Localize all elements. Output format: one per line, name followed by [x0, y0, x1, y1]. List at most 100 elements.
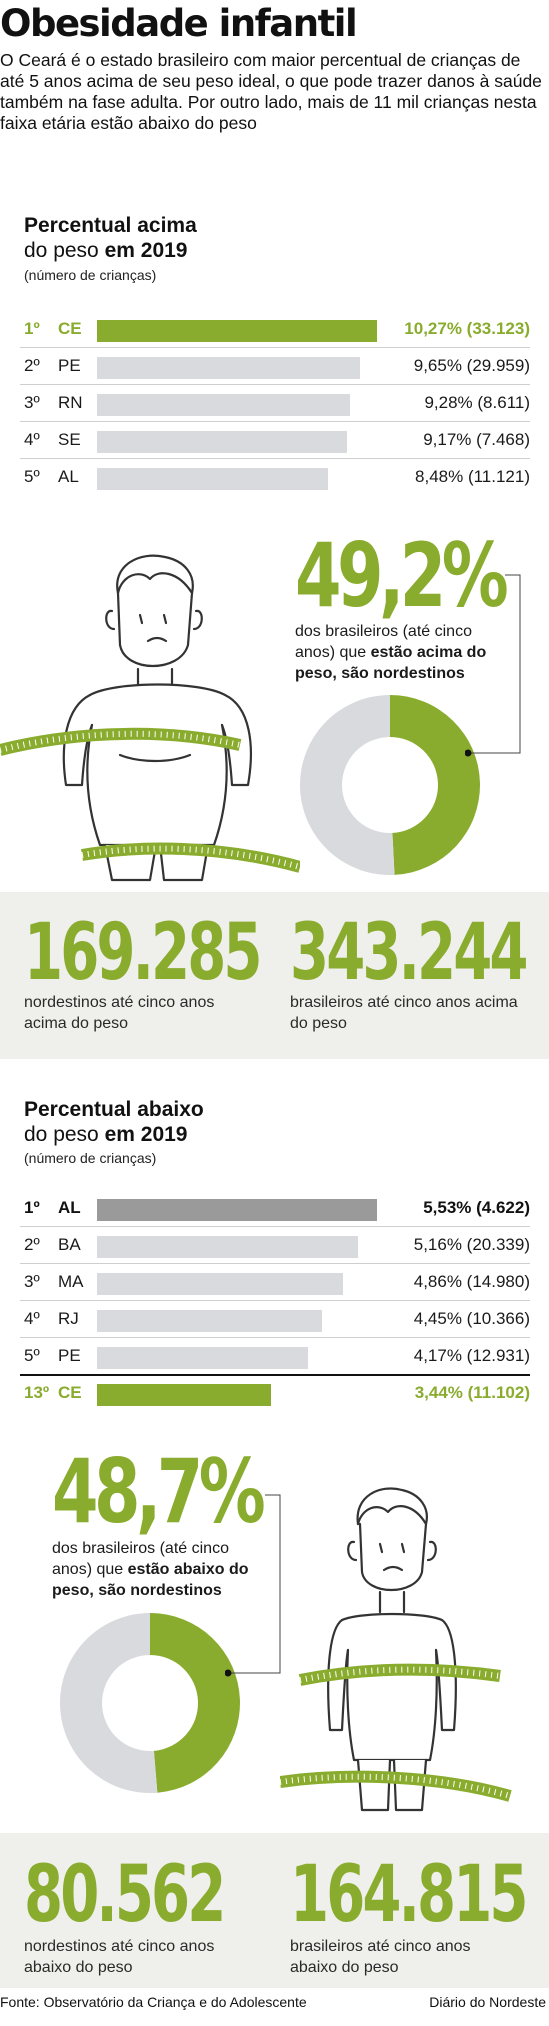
ranking-row: 1º AL 5,53% (4.622): [20, 1190, 530, 1226]
intro-text: O Ceará é o estado brasileiro com maior …: [0, 50, 542, 133]
state-label: BA: [58, 1235, 81, 1254]
row-separator: [20, 1374, 530, 1376]
ranking-row: 5º AL 8,48% (11.121): [20, 459, 530, 495]
state-label: PE: [58, 1346, 81, 1365]
rank-label: 5º: [24, 1346, 40, 1365]
below-percentage-description: dos brasileiros (até cinco anos) que est…: [52, 1538, 272, 1601]
value-label: 10,27% (33.123): [404, 319, 530, 338]
row-separator: [20, 458, 530, 459]
state-label: PE: [58, 356, 81, 375]
above-desc-plain: dos brasileiros (até cinco anos) que: [295, 623, 472, 661]
value-label: 9,17% (7.468): [423, 430, 530, 449]
bar: [97, 1199, 377, 1221]
value-label: 5,53% (4.622): [423, 1198, 530, 1217]
above-percentage-description: dos brasileiros (até cinco anos) que est…: [295, 621, 510, 684]
rank-label: 2º: [24, 1235, 40, 1254]
above-section-subtitle: (número de crianças): [24, 267, 157, 283]
row-separator: [20, 384, 530, 385]
bar: [97, 1347, 309, 1369]
underweight-boy-illustration: [280, 1487, 512, 1812]
ranking-row: 13º CE 3,44% (11.102): [20, 1375, 530, 1411]
donut-segment-other: [299, 695, 395, 875]
rank-label: 1º: [24, 1198, 40, 1217]
publisher-credit: Diário do Nordeste: [429, 1994, 546, 2010]
value-label: 4,45% (10.366): [413, 1309, 530, 1328]
above-donut-leader-line: [465, 574, 521, 757]
below-stats-panel: [0, 1833, 549, 1988]
value-label: 4,17% (12.931): [413, 1346, 530, 1365]
bar: [97, 431, 347, 453]
bar: [97, 1310, 323, 1332]
below-section-title: Percentual abaixo do peso em 2019: [24, 1097, 204, 1147]
ranking-row: 3º MA 4,86% (14.980): [20, 1264, 530, 1300]
state-label: RN: [58, 393, 83, 412]
below-donut-leader-line: [225, 1494, 281, 1677]
state-label: AL: [58, 1198, 81, 1217]
bar: [97, 468, 329, 490]
row-separator: [20, 421, 530, 422]
above-stats-panel: [0, 892, 549, 1059]
below-big-percentage: 48,7%: [52, 1440, 266, 1543]
page-title: Obesidade infantil: [0, 2, 358, 45]
bar: [97, 394, 350, 416]
state-label: RJ: [58, 1309, 79, 1328]
row-separator: [20, 1337, 530, 1338]
ranking-row: 1º CE 10,27% (33.123): [20, 311, 530, 347]
row-separator: [20, 347, 530, 348]
rank-label: 5º: [24, 467, 40, 486]
bar: [97, 1384, 272, 1406]
bar: [97, 357, 361, 379]
ranking-row: 5º PE 4,17% (12.931): [20, 1338, 530, 1374]
above-desc-bold: estão acima do peso, são nordestinos: [295, 644, 487, 682]
rank-label: 2º: [24, 356, 40, 375]
value-label: 9,28% (8.611): [424, 393, 530, 412]
value-label: 8,48% (11.121): [415, 467, 530, 486]
donut-segment-other: [60, 1613, 158, 1793]
state-label: CE: [58, 1383, 82, 1402]
rank-label: 1º: [24, 319, 40, 338]
above-section-title: Percentual acima do peso em 2019: [24, 213, 197, 263]
below-northeast-count: 80.562: [24, 1850, 226, 1940]
ranking-row: 2º PE 9,65% (29.959): [20, 348, 530, 384]
value-label: 9,65% (29.959): [413, 356, 530, 375]
row-separator: [20, 1300, 530, 1301]
state-label: SE: [58, 430, 81, 449]
bar: [97, 1273, 344, 1295]
below-desc-plain: dos brasileiros (até cinco anos) que: [52, 1540, 229, 1578]
state-label: MA: [58, 1272, 84, 1291]
above-title-year: em 2019: [104, 239, 188, 262]
below-title-line2: do peso: [24, 1123, 105, 1146]
ranking-row: 3º RN 9,28% (8.611): [20, 385, 530, 421]
rank-label: 4º: [24, 1309, 40, 1328]
below-donut-chart: [60, 1613, 241, 1793]
above-brazil-count: 343.244: [290, 908, 529, 998]
rank-label: 3º: [24, 1272, 40, 1291]
below-brazil-count: 164.815: [290, 1850, 529, 1940]
ranking-row: 2º BA 5,16% (20.339): [20, 1227, 530, 1263]
bar: [97, 1236, 359, 1258]
above-brazil-desc: brasileiros até cinco anos acima do peso: [290, 994, 518, 1032]
ranking-row: 4º SE 9,17% (7.468): [20, 422, 530, 458]
above-donut-chart: [299, 695, 480, 875]
row-separator: [20, 1263, 530, 1264]
donut-segment-northeast: [390, 695, 480, 875]
rank-label: 4º: [24, 430, 40, 449]
overweight-boy-illustration: [0, 554, 300, 882]
bar: [97, 320, 377, 342]
above-northeast-desc: nordestinos até cinco anos acima do peso: [24, 994, 215, 1032]
above-big-percentage: 49,2%: [295, 524, 509, 627]
below-desc-bold: estão abaixo do peso, são nordestinos: [52, 1561, 249, 1599]
donut-segment-northeast: [150, 1613, 241, 1793]
ranking-row: 4º RJ 4,45% (10.366): [20, 1301, 530, 1337]
state-label: CE: [58, 319, 82, 338]
rank-label: 13º: [24, 1383, 50, 1402]
value-label: 5,16% (20.339): [413, 1235, 530, 1254]
below-title-bold: Percentual abaixo: [24, 1098, 204, 1121]
source-credit: Fonte: Observatório da Criança e do Adol…: [0, 1994, 307, 2010]
value-label: 4,86% (14.980): [413, 1272, 530, 1291]
above-title-line2: do peso: [24, 239, 105, 262]
below-northeast-desc: nordestinos até cinco anos abaixo do pes…: [24, 1938, 215, 1976]
above-northeast-count: 169.285: [24, 908, 263, 998]
rank-label: 3º: [24, 393, 40, 412]
value-label: 3,44% (11.102): [414, 1383, 530, 1402]
